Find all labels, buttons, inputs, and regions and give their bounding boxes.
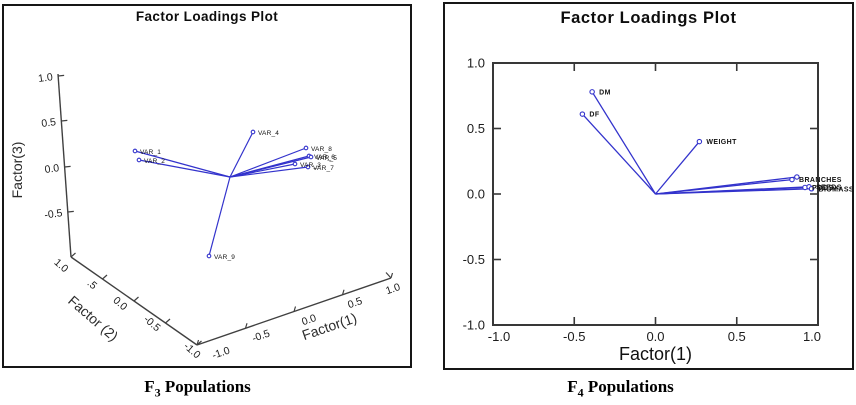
plot-title-2d: Factor Loadings Plot [560, 9, 737, 27]
z-axis-line [57, 73, 72, 258]
x-axis-end-tick [385, 272, 392, 279]
data-point-marker [308, 154, 314, 160]
x-tick-label: -0.5 [563, 329, 585, 344]
x-axis-tick [244, 323, 248, 329]
x-axis-tick [341, 289, 345, 295]
y-axis-tick [70, 252, 76, 258]
loading-vector [229, 163, 296, 178]
data-point-label: DF [589, 112, 599, 119]
x-tick-label: -0.5 [251, 327, 272, 344]
x-tick-label: 0.5 [728, 329, 746, 344]
y-tick-label: -0.5 [463, 252, 485, 267]
x-tick-label: 0.0 [300, 312, 318, 328]
data-point-label: VAR_4 [258, 130, 279, 137]
caption-prefix: F [144, 377, 155, 396]
x-axis-tick [196, 339, 200, 346]
loading-vector [655, 188, 812, 195]
loading-vector [229, 131, 254, 178]
loading-vector [591, 91, 657, 195]
loading-vector [208, 176, 231, 257]
x-tick-label: 0.5 [346, 295, 364, 311]
x-tick-label: 0.0 [646, 329, 664, 344]
z-axis-tick [58, 74, 65, 77]
data-point-label: SEEDS [816, 184, 842, 191]
x-axis-tick [293, 306, 297, 312]
data-point-label: PODS [812, 185, 833, 192]
caption-text: Populations [583, 377, 674, 396]
2d-loadings-plot-canvas: -1.0 -0.5 0.0 0.5 1.0 1.0 0.5 0.0 -0.5 -1.0 Factor… [463, 56, 853, 365]
data-point-marker [303, 145, 309, 151]
y-axis-tick [102, 274, 108, 280]
data-point-label: VAR_6 [314, 154, 335, 161]
data-point-marker [789, 176, 795, 183]
caption-text: Populations [160, 377, 251, 396]
loading-vector [229, 147, 307, 178]
caption-subscript: 3 [154, 385, 161, 400]
x-tick-label: -1.0 [211, 344, 232, 361]
caption-subscript: 4 [577, 385, 584, 400]
z-axis-tick [61, 119, 68, 122]
data-point-marker [292, 161, 298, 167]
data-point-marker [696, 138, 703, 145]
data-point-marker [794, 174, 800, 180]
data-point-label: VAR_3 [300, 162, 321, 169]
data-point-label: VAR_7 [313, 165, 334, 172]
x-tick-label: 1.0 [803, 329, 821, 344]
data-point-label: VAR_2 [144, 158, 165, 165]
z-axis-label: Factor(3) [9, 142, 25, 199]
loading-vector [581, 113, 656, 195]
y-tick-label: -0.5 [141, 313, 163, 334]
data-point-marker [206, 253, 212, 259]
factor-plot-3d-panel: Factor Loadings Plot 1.0 0.5 0.0 -0.5 Factor… [2, 4, 412, 368]
caption-prefix: F [567, 377, 578, 396]
loading-vector [134, 150, 231, 178]
y-axis-tick [133, 296, 139, 302]
data-point-marker [579, 111, 586, 117]
data-point-marker [136, 157, 142, 163]
caption-f4-populations: F4 Populations [518, 377, 723, 400]
loading-vector [655, 141, 700, 195]
z-axis-tick [67, 210, 74, 213]
data-point-marker [132, 148, 138, 154]
z-axis-tick [64, 165, 71, 168]
data-point-label: DM [599, 89, 611, 96]
loading-vector [229, 166, 309, 178]
data-point-label: WEIGHT [706, 139, 737, 146]
data-point-marker [808, 186, 815, 192]
loading-vector [138, 159, 231, 178]
y-tick-label: 1.0 [467, 56, 485, 71]
3d-loadings-plot-canvas: 1.00.50.0-0.5Factor(3)1.0.50.0-0.5-1.0Fa… [9, 71, 402, 362]
y-tick-label: 0.5 [467, 121, 485, 136]
loading-vector [655, 176, 797, 195]
y-tick-label: 0.0 [111, 294, 130, 313]
y-tick-label: -1.0 [463, 318, 485, 333]
y-tick-label: 0.0 [467, 187, 485, 202]
x-tick-label: -1.0 [488, 329, 510, 344]
z-tick-label: -0.5 [44, 207, 64, 221]
data-point-marker [589, 89, 595, 95]
data-point-label: VAR_5 [316, 155, 337, 162]
y-tick-label: .5 [85, 277, 100, 292]
data-point-marker [305, 164, 311, 170]
z-tick-label: 1.0 [37, 71, 53, 85]
data-point-label: BIOMASS [819, 186, 853, 193]
x-tick-label: 1.0 [384, 281, 402, 297]
x-axis-tick [390, 272, 394, 279]
y-tick-label: 1.0 [52, 256, 71, 275]
data-point-label: BRANCHES [799, 177, 842, 184]
data-point-label: VAR_8 [311, 146, 332, 153]
z-tick-label: 0.5 [41, 116, 57, 130]
factor-plot-2d-panel: Factor Loadings Plot -1.0 -0.5 0.0 0.5 1.0 1.… [443, 2, 854, 370]
z-tick-label: 0.0 [44, 162, 60, 176]
data-point-marker [250, 129, 256, 135]
x-axis-label: Factor(1) [619, 344, 692, 364]
plot-title-3d: Factor Loadings Plot [135, 9, 279, 24]
data-point-label: VAR_9 [214, 254, 235, 261]
data-point-label: VAR_1 [140, 149, 161, 156]
caption-f3-populations: F3 Populations [95, 377, 300, 400]
loading-vector [229, 156, 312, 178]
y-axis-tick [165, 318, 171, 324]
